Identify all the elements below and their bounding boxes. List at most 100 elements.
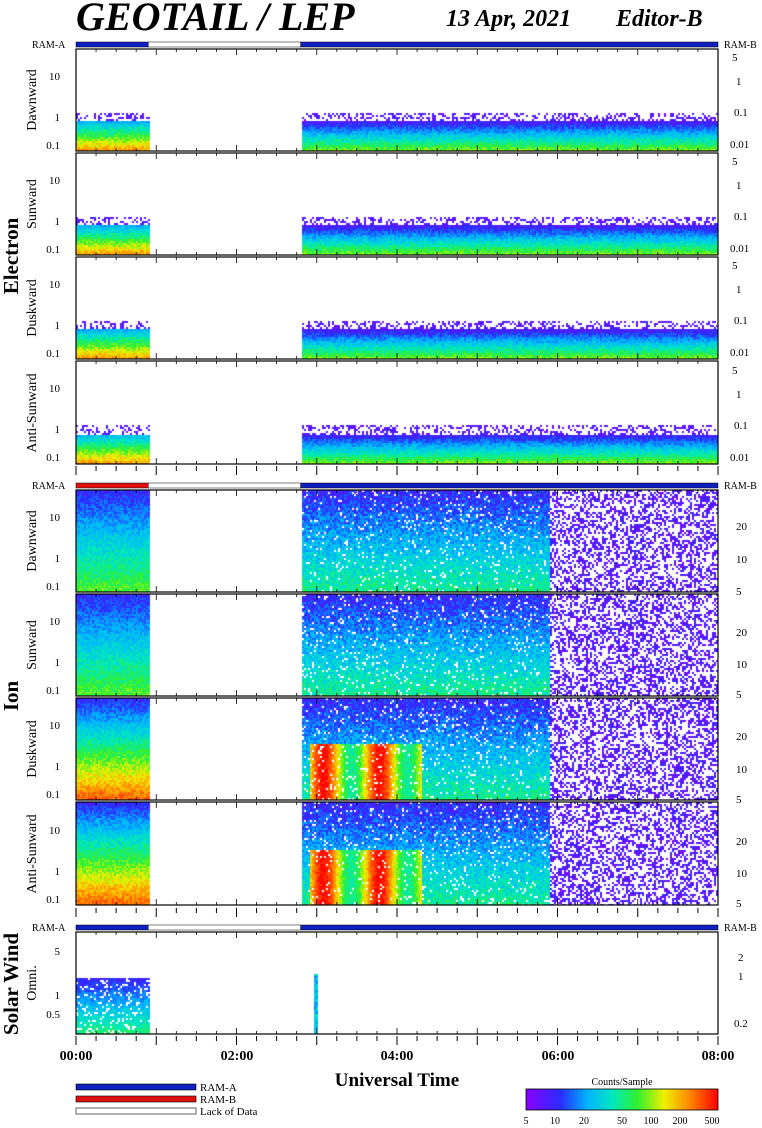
colorbar-tick-20: 20 (579, 1116, 589, 1127)
legend-label-ram-a: RAM-A (200, 1082, 237, 1094)
tick-left-e2-1: 1 (55, 216, 61, 228)
tick-left-e4-10: 10 (49, 383, 61, 395)
tick-right-e4-001: 0.01 (730, 452, 749, 464)
tick-right-e3-001: 0.01 (730, 347, 749, 359)
ram-segment (75, 41, 149, 48)
legend-label-lack: Lack of Data (200, 1106, 258, 1118)
tick-right-i3-20: 20 (736, 731, 748, 743)
tick-right-i3-5: 5 (736, 794, 742, 806)
ram-segment (300, 482, 719, 489)
x-tick-label-0800: 08:00 (702, 1049, 735, 1064)
panel-label-electron-duskward: Duskward (25, 279, 40, 337)
group-label-electron: Electron (0, 217, 23, 294)
tick-left-i1-1: 1 (55, 553, 61, 565)
tick-right-i2-5: 5 (736, 689, 742, 701)
tick-right-e2-1: 1 (736, 180, 742, 192)
ram-bar-electron (75, 41, 719, 48)
panels (75, 48, 719, 1045)
tick-left-i1-10: 10 (49, 512, 61, 524)
ram-label-right-solar-wind: RAM-B (724, 923, 757, 934)
tick-right-e4-5: 5 (732, 365, 738, 377)
x-tick-label-0400: 04:00 (381, 1049, 414, 1064)
tick-left-e2-01: 0.1 (46, 244, 60, 256)
ram-segment (147, 924, 301, 931)
tick-right-sw-2: 2 (738, 952, 744, 964)
colorbar-gradient (525, 1088, 719, 1111)
spectrogram-image (76, 490, 718, 592)
tick-right-e3-01: 0.1 (734, 315, 748, 327)
spectrogram-image (76, 802, 718, 905)
ram-segment (300, 924, 719, 931)
ram-label-right-ion: RAM-B (724, 481, 757, 492)
tick-right-sw-02: 0.2 (734, 1018, 748, 1030)
colorbar-tick-500: 500 (705, 1116, 720, 1127)
ram-segment (75, 924, 149, 931)
spectrogram-image (76, 594, 718, 696)
tick-right-e3-1: 1 (736, 284, 742, 296)
colorbar-tick-5: 5 (524, 1116, 529, 1127)
colorbar-title: Counts/Sample (591, 1077, 653, 1088)
tick-right-i2-20: 20 (736, 627, 748, 639)
ram-label-left-electron: RAM-A (32, 40, 66, 51)
panel-electron-anti-sunward (75, 360, 719, 465)
x-axis-label: Universal Time (335, 1070, 459, 1091)
ram-segment (147, 41, 301, 48)
tick-left-e3-1: 1 (55, 320, 61, 332)
panel-label-ion-duskward: Duskward (25, 720, 40, 778)
tick-left-i4-01: 0.1 (46, 894, 60, 906)
tick-left-e1-01: 0.1 (46, 140, 60, 152)
spectrogram-image (76, 49, 718, 151)
spectrogram-image (76, 932, 718, 1034)
colorbar-tick-100: 100 (644, 1116, 659, 1127)
spectrogram-image (76, 361, 718, 464)
spectrogram-image (76, 257, 718, 359)
tick-right-i4-5: 5 (736, 898, 742, 910)
ram-bar-solar-wind (75, 924, 719, 931)
panel-electron-dawnward (75, 48, 719, 152)
panel-solar-wind-omni (75, 931, 719, 1035)
ram-segment (147, 482, 301, 489)
tick-left-i1-01: 0.1 (46, 581, 60, 593)
tick-left-e1-1: 1 (55, 112, 61, 124)
ram-segment (75, 482, 149, 489)
tick-left-sw-1: 1 (55, 990, 61, 1002)
tick-right-e2-001: 0.01 (730, 243, 749, 255)
x-tick-label-0000: 00:00 (60, 1049, 93, 1064)
panel-label-electron-dawnward: Dawnward (25, 69, 40, 130)
panel-ion-anti-sunward (75, 801, 719, 906)
x-tick-label-0600: 06:00 (542, 1049, 575, 1064)
ram-label-right-electron: RAM-B (724, 40, 757, 51)
ram-legend: RAM-A RAM-B Lack of Data (75, 1082, 258, 1118)
tick-left-sw-05: 0.5 (46, 1009, 60, 1021)
spectrogram-image (76, 698, 718, 800)
tick-left-i2-10: 10 (49, 616, 61, 628)
tick-right-i4-10: 10 (736, 868, 748, 880)
tick-right-e4-1: 1 (736, 389, 742, 401)
figure-editor: Editor-B (615, 6, 703, 32)
tick-left-i3-01: 0.1 (46, 789, 60, 801)
tick-right-i1-20: 20 (736, 521, 748, 533)
panel-electron-duskward (75, 256, 719, 360)
tick-right-e4-01: 0.1 (734, 420, 748, 432)
tick-right-e1-5: 5 (732, 52, 738, 64)
panel-ion-dawnward (75, 489, 719, 593)
panel-label-ion-anti-sunward: Anti-Sunward (25, 814, 40, 893)
panel-ion-duskward (75, 697, 719, 801)
tick-left-sw-5: 5 (55, 946, 61, 958)
colorbar-tick-10: 10 (550, 1116, 560, 1127)
tick-right-i2-10: 10 (736, 659, 748, 671)
panel-label-ion-sunward: Sunward (25, 620, 40, 670)
tick-right-i1-10: 10 (736, 554, 748, 566)
panel-electron-sunward (75, 152, 719, 256)
tick-left-e3-10: 10 (49, 279, 61, 291)
tick-right-i4-20: 20 (736, 836, 748, 848)
tick-left-i2-1: 1 (55, 657, 61, 669)
ram-segment (300, 41, 719, 48)
legend-label-ram-b: RAM-B (200, 1094, 236, 1106)
figure-title: GEOTAIL / LEP (76, 0, 355, 39)
panel-label-electron-sunward: Sunward (25, 179, 40, 229)
tick-left-i3-1: 1 (55, 761, 61, 773)
tick-right-i3-10: 10 (736, 764, 748, 776)
colorbar-tick-50: 50 (617, 1116, 627, 1127)
tick-left-e1-10: 10 (49, 71, 61, 83)
